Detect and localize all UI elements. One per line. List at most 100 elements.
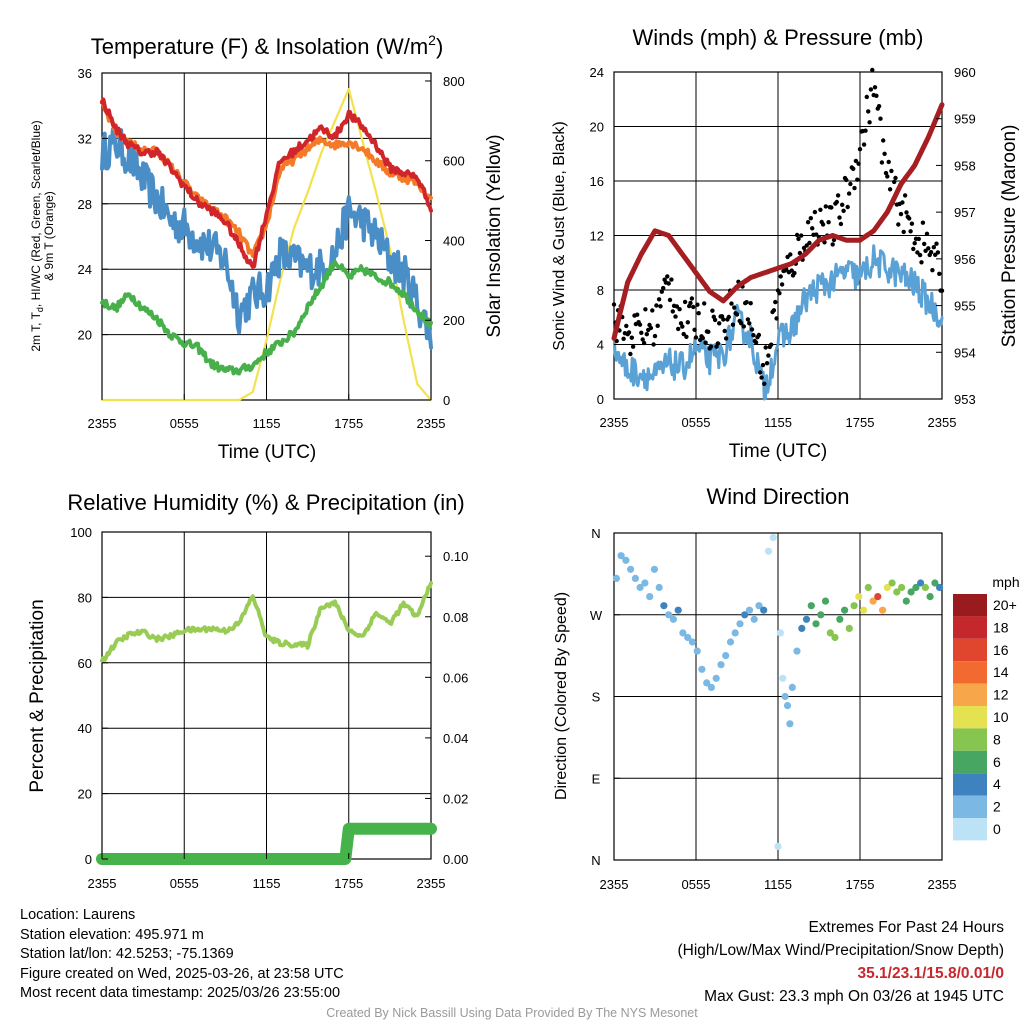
temperature-x-tick-label: 2355 xyxy=(88,416,117,431)
gust-point xyxy=(834,199,839,205)
colorbar-label: 16 xyxy=(993,642,1009,658)
precipitation-y-tick-label: 0.08 xyxy=(443,610,468,625)
temperature-panel: Temperature (F) & Insolation (W/m2) 20 24… xyxy=(29,32,505,463)
winds-x-tick-label: 0555 xyxy=(682,415,711,430)
gust-point xyxy=(762,381,767,386)
temperature-y-axis-label: 2m T, Td, HI/WC (Red, Green, Scarlet/Blu… xyxy=(29,120,56,351)
station-info: Location: Laurens Station elevation: 495… xyxy=(20,906,344,1004)
direction-point xyxy=(898,583,906,592)
max-gust-text: Max Gust: 23.3 mph On 03/26 at 1945 UTC xyxy=(704,988,1004,1005)
gust-point xyxy=(939,288,945,293)
humidity-y-tick-label: 80 xyxy=(78,590,92,605)
wind-direction-x-tick-label: 1155 xyxy=(764,877,792,892)
humidity-line xyxy=(100,581,433,663)
gust-point xyxy=(930,268,935,273)
gust-point xyxy=(688,300,693,306)
gust-point xyxy=(924,231,930,236)
gust-point xyxy=(678,321,684,326)
humidity-x-tick-label: 2355 xyxy=(417,876,446,891)
gust-point xyxy=(712,317,718,323)
winds-x-tick-label: 2355 xyxy=(928,415,957,430)
colorbar-label: 14 xyxy=(993,664,1009,680)
winds-x-tick-label: 1755 xyxy=(846,415,875,430)
gust-point xyxy=(611,302,617,307)
gust-point xyxy=(851,166,856,171)
direction-point xyxy=(736,620,744,628)
dewpoint-line xyxy=(100,260,433,376)
temp-2m-line xyxy=(100,97,433,269)
gust-point xyxy=(641,340,647,346)
colorbar-label: 0 xyxy=(993,821,1001,837)
winds-y-tick-label: 0 xyxy=(597,392,604,407)
gust-point xyxy=(769,342,774,347)
gust-point xyxy=(919,260,924,265)
gust-point xyxy=(911,246,916,252)
gust-point xyxy=(872,85,878,90)
gust-point xyxy=(814,232,819,237)
humidity-x-tick-label: 1755 xyxy=(334,876,363,891)
winds-y-axis-label: Sonic Wind & Gust (Blue, Black) xyxy=(551,121,568,350)
pressure-y-ticks: 953 954 955 956 957 958 959 960 xyxy=(936,65,976,407)
direction-point xyxy=(931,579,939,587)
colorbar-swatch xyxy=(953,706,987,729)
humidity-x-tick-label: 0555 xyxy=(170,876,199,891)
direction-point xyxy=(774,842,782,851)
gust-point xyxy=(723,336,729,341)
insolation-y-tick-label: 200 xyxy=(443,313,465,328)
colorbar-swatch xyxy=(953,795,987,818)
gust-point xyxy=(931,245,936,250)
gust-point xyxy=(928,250,934,255)
direction-point xyxy=(779,674,787,682)
pressure-y-tick-label: 960 xyxy=(954,65,976,80)
extremes-values: 35.1/23.1/15.8/0.01/0 xyxy=(857,965,1004,982)
gust-point xyxy=(696,311,701,316)
gust-point xyxy=(659,289,664,294)
gust-point xyxy=(714,344,719,349)
gust-point xyxy=(792,270,797,276)
direction-point xyxy=(831,633,839,642)
colorbar-title: mph xyxy=(992,574,1019,590)
gust-point xyxy=(826,220,831,225)
temperature-title: Temperature (F) & Insolation (W/m2) xyxy=(91,32,444,59)
gust-point xyxy=(799,233,804,238)
gust-point xyxy=(818,207,823,212)
direction-point xyxy=(674,606,682,614)
winds-y-tick-label: 20 xyxy=(590,120,604,135)
gust-point xyxy=(693,335,699,340)
direction-point xyxy=(893,588,901,596)
gust-point xyxy=(676,326,681,332)
winds-x-axis-label: Time (UTC) xyxy=(729,441,828,462)
gust-point xyxy=(889,168,894,174)
direction-point xyxy=(665,611,673,619)
gust-point xyxy=(717,321,722,326)
gust-point xyxy=(856,161,861,166)
gust-point xyxy=(882,151,887,156)
gust-point xyxy=(741,324,746,329)
gust-point xyxy=(835,193,841,198)
winds-y-ticks: 0 4 8 12 16 20 24 xyxy=(590,65,620,407)
gust-point xyxy=(710,308,715,313)
gust-point xyxy=(886,159,891,165)
direction-point xyxy=(769,533,777,542)
gust-point xyxy=(695,302,700,307)
precipitation-y-tick-label: 0.06 xyxy=(443,670,468,685)
gust-point xyxy=(909,221,915,226)
gust-point xyxy=(751,333,756,338)
colorbar-label: 8 xyxy=(993,731,1001,747)
direction-point xyxy=(788,683,796,692)
gust-point xyxy=(666,281,671,286)
gust-point xyxy=(745,317,751,322)
temperature-y-ticks: 20 24 28 32 36 xyxy=(78,66,108,343)
gust-point xyxy=(684,334,689,339)
gust-point xyxy=(630,344,636,349)
colorbar-label: 2 xyxy=(993,799,1001,815)
wind-direction-y-tick-label: E xyxy=(592,771,601,786)
winds-title: Winds (mph) & Pressure (mb) xyxy=(633,25,924,50)
wind-direction-y-ticks: N E S W N xyxy=(590,526,620,868)
winds-y-tick-label: 24 xyxy=(590,65,604,80)
direction-point xyxy=(622,556,630,564)
direction-point xyxy=(741,611,749,619)
direction-point xyxy=(636,583,644,592)
